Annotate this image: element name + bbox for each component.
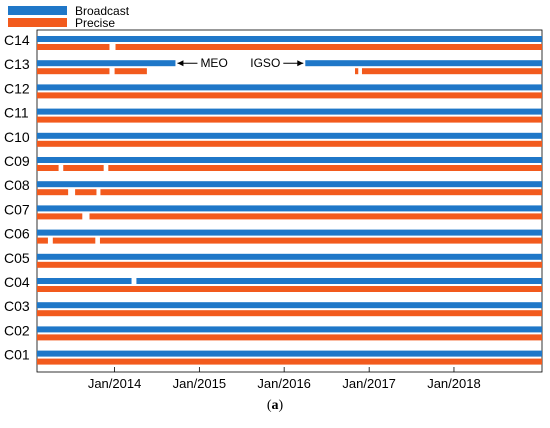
satellite-label-c08: C08 xyxy=(4,177,30,193)
annotations: MEO IGSO xyxy=(177,56,304,70)
broadcast-bar-c11-0 xyxy=(37,108,542,115)
precise-bar-c10-0 xyxy=(37,140,542,147)
x-tick-label-3: Jan/2017 xyxy=(342,376,396,391)
legend-label-precise: Precise xyxy=(75,16,115,30)
precise-bar-c03-0 xyxy=(37,310,542,317)
precise-bar-c09-0 xyxy=(37,165,59,171)
broadcast-bar-c10-0 xyxy=(37,132,542,139)
satellite-label-c01: C01 xyxy=(4,347,30,363)
precise-bar-c06-0 xyxy=(37,237,48,244)
precise-bar-c13-0 xyxy=(37,68,110,75)
precise-bar-c08-1 xyxy=(75,189,97,196)
precise-bar-c08-2 xyxy=(100,189,543,196)
satellite-label-c09: C09 xyxy=(4,153,30,169)
availability-chart: Broadcast Precise C14C13C12C11C10C09C08C… xyxy=(4,4,543,391)
figure-caption: (a) xyxy=(266,398,284,413)
annotation-label-meo: MEO xyxy=(200,56,227,70)
legend-swatch-precise xyxy=(8,18,67,27)
legend-swatch-broadcast xyxy=(8,6,67,15)
precise-bar-c11-0 xyxy=(37,116,542,123)
broadcast-bar-c05-0 xyxy=(37,253,542,260)
broadcast-bar-c04-0 xyxy=(37,278,132,284)
precise-bar-c06-1 xyxy=(52,237,96,244)
satellite-label-c06: C06 xyxy=(4,226,30,242)
broadcast-bar-c04-1 xyxy=(136,278,543,284)
precise-bar-c08-0 xyxy=(37,189,69,196)
annotation-arrowhead-meo xyxy=(177,60,184,67)
satellite-label-c02: C02 xyxy=(4,322,30,338)
broadcast-bar-c13-0 xyxy=(37,60,176,67)
satellite-label-c05: C05 xyxy=(4,250,30,266)
satellite-label-c14: C14 xyxy=(4,32,30,48)
annotation-label-igso: IGSO xyxy=(250,56,280,70)
satellite-label-c04: C04 xyxy=(4,274,30,290)
satellite-label-c12: C12 xyxy=(4,80,30,96)
satellite-label-c13: C13 xyxy=(4,56,30,72)
precise-bar-c14-0 xyxy=(37,44,110,50)
precise-bar-c09-1 xyxy=(63,165,104,171)
satellite-label-c07: C07 xyxy=(4,201,30,217)
precise-bar-c13-3 xyxy=(361,68,542,75)
broadcast-bar-c06-0 xyxy=(37,229,542,236)
satellite-label-c11: C11 xyxy=(4,105,29,121)
x-tick-label-4: Jan/2018 xyxy=(427,376,481,391)
broadcast-bar-c03-0 xyxy=(37,302,542,309)
broadcast-bar-c12-0 xyxy=(37,84,542,91)
precise-bar-c14-1 xyxy=(115,44,542,50)
annotation-arrowhead-igso xyxy=(297,60,304,67)
precise-bar-c13-2 xyxy=(355,68,359,75)
x-axis: Jan/2014 Jan/2015 Jan/2016 Jan/2017 Jan/2018 xyxy=(88,367,481,391)
legend: Broadcast Precise xyxy=(8,4,130,30)
broadcast-bar-c13-1 xyxy=(305,60,542,67)
caption-letter: a xyxy=(271,398,279,413)
broadcast-bar-c01-0 xyxy=(37,350,542,357)
precise-bar-c04-0 xyxy=(37,286,542,292)
bars-layer xyxy=(37,36,543,365)
precise-bar-c13-1 xyxy=(114,68,147,75)
precise-bar-c01-0 xyxy=(37,358,542,365)
satellite-labels: C14 C13 C12 C11 C10 C09 C08 C07 C06 C05 C04 C03 C02 C… xyxy=(4,32,30,363)
broadcast-bar-c07-0 xyxy=(37,205,542,212)
broadcast-bar-c14-0 xyxy=(37,36,542,42)
precise-bar-c06-2 xyxy=(99,237,542,244)
precise-bar-c07-0 xyxy=(37,213,83,220)
broadcast-bar-c02-0 xyxy=(37,326,542,333)
broadcast-bar-c09-0 xyxy=(37,157,542,163)
precise-bar-c09-2 xyxy=(108,165,542,171)
x-tick-label-2: Jan/2016 xyxy=(257,376,311,391)
x-tick-label-0: Jan/2014 xyxy=(88,376,142,391)
precise-bar-c02-0 xyxy=(37,334,542,341)
plot-area xyxy=(36,29,543,373)
precise-bar-c05-0 xyxy=(37,261,542,268)
legend-label-broadcast: Broadcast xyxy=(75,4,130,18)
precise-bar-c07-1 xyxy=(89,213,542,220)
satellite-label-c03: C03 xyxy=(4,298,30,314)
precise-bar-c12-0 xyxy=(37,92,542,99)
broadcast-bar-c08-0 xyxy=(37,181,542,188)
satellite-label-c10: C10 xyxy=(4,129,30,145)
x-tick-label-1: Jan/2015 xyxy=(173,376,227,391)
